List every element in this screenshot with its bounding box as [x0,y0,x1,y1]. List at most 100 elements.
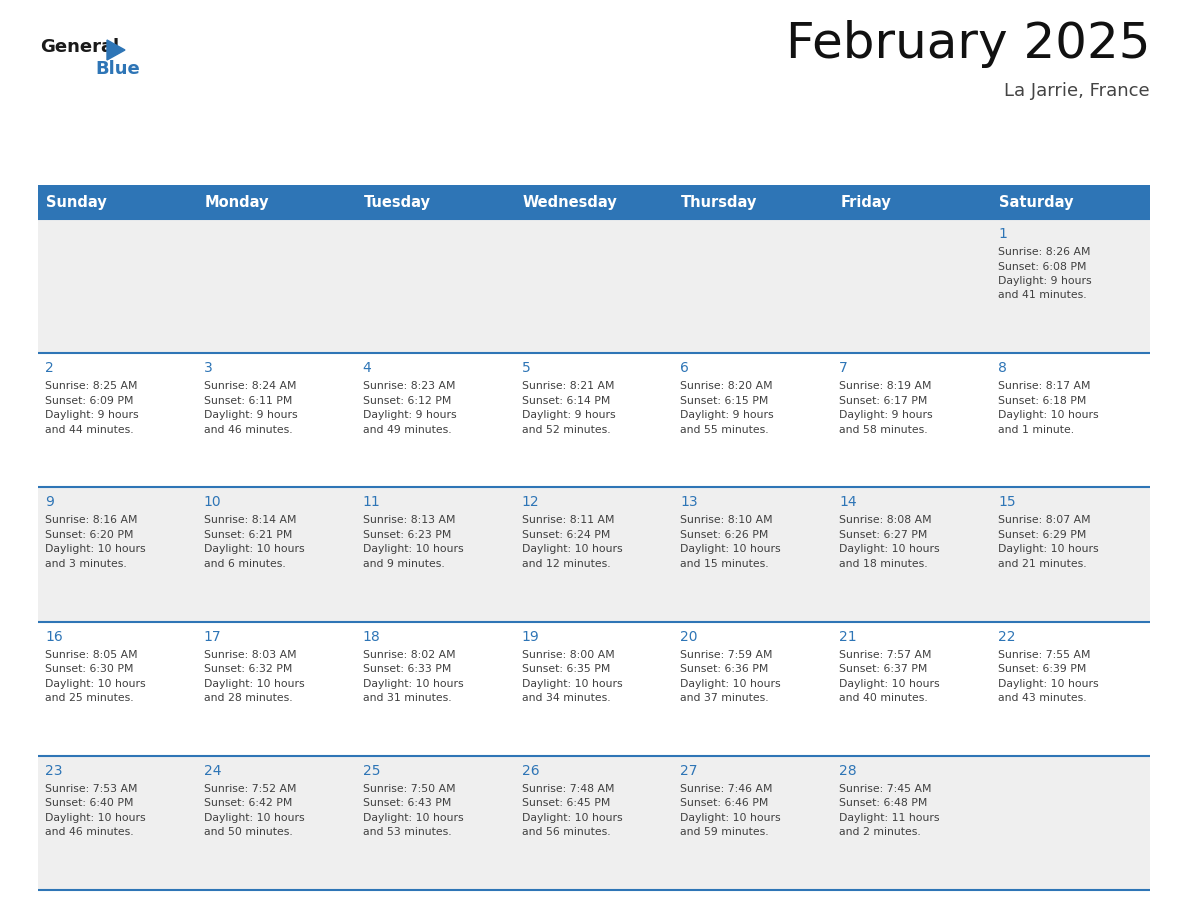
Text: Sunrise: 8:24 AM: Sunrise: 8:24 AM [204,381,296,391]
Text: and 9 minutes.: and 9 minutes. [362,559,444,569]
Text: Sunset: 6:14 PM: Sunset: 6:14 PM [522,396,609,406]
Text: Sunrise: 8:19 AM: Sunrise: 8:19 AM [839,381,931,391]
Text: Sunset: 6:23 PM: Sunset: 6:23 PM [362,530,451,540]
Text: Daylight: 9 hours: Daylight: 9 hours [839,410,933,420]
Text: 27: 27 [681,764,697,778]
Text: Blue: Blue [95,60,140,78]
Text: Sunset: 6:15 PM: Sunset: 6:15 PM [681,396,769,406]
Text: Daylight: 10 hours: Daylight: 10 hours [362,678,463,688]
Bar [38,487,1150,621]
Text: 22: 22 [998,630,1016,644]
Text: 12: 12 [522,496,539,509]
Text: Monday: Monday [204,195,270,209]
Text: Daylight: 10 hours: Daylight: 10 hours [204,812,304,823]
Text: and 53 minutes.: and 53 minutes. [362,827,451,837]
Text: 23: 23 [45,764,63,778]
Text: and 41 minutes.: and 41 minutes. [998,290,1087,300]
Text: and 25 minutes.: and 25 minutes. [45,693,133,703]
Text: Sunset: 6:30 PM: Sunset: 6:30 PM [45,664,133,674]
Bar [197,185,355,219]
Text: Daylight: 10 hours: Daylight: 10 hours [362,544,463,554]
Text: Daylight: 10 hours: Daylight: 10 hours [522,678,623,688]
Text: Sunrise: 7:46 AM: Sunrise: 7:46 AM [681,784,773,794]
Text: 5: 5 [522,361,530,375]
Text: Sunrise: 8:26 AM: Sunrise: 8:26 AM [998,247,1091,257]
Text: and 3 minutes.: and 3 minutes. [45,559,127,569]
Text: Sunset: 6:21 PM: Sunset: 6:21 PM [204,530,292,540]
Text: 9: 9 [45,496,53,509]
Text: 14: 14 [839,496,857,509]
Text: and 59 minutes.: and 59 minutes. [681,827,769,837]
Text: Saturday: Saturday [999,195,1074,209]
Text: 7: 7 [839,361,848,375]
Text: and 44 minutes.: and 44 minutes. [45,425,133,435]
Text: Sunset: 6:33 PM: Sunset: 6:33 PM [362,664,451,674]
Text: Sunset: 6:48 PM: Sunset: 6:48 PM [839,799,928,809]
Bar [38,219,1150,353]
Text: Sunrise: 8:16 AM: Sunrise: 8:16 AM [45,515,138,525]
Text: 10: 10 [204,496,221,509]
Bar [38,621,1150,756]
Text: and 28 minutes.: and 28 minutes. [204,693,292,703]
Text: Daylight: 10 hours: Daylight: 10 hours [45,544,146,554]
Text: and 2 minutes.: and 2 minutes. [839,827,921,837]
Text: Sunset: 6:36 PM: Sunset: 6:36 PM [681,664,769,674]
Text: 16: 16 [45,630,63,644]
Bar [674,185,833,219]
Bar [833,185,991,219]
Text: Sunset: 6:27 PM: Sunset: 6:27 PM [839,530,928,540]
Text: Sunset: 6:29 PM: Sunset: 6:29 PM [998,530,1087,540]
Text: Sunrise: 7:53 AM: Sunrise: 7:53 AM [45,784,138,794]
Text: and 15 minutes.: and 15 minutes. [681,559,769,569]
Text: 15: 15 [998,496,1016,509]
Bar [355,185,514,219]
Text: Sunset: 6:17 PM: Sunset: 6:17 PM [839,396,928,406]
Text: and 18 minutes.: and 18 minutes. [839,559,928,569]
Text: Daylight: 10 hours: Daylight: 10 hours [522,812,623,823]
Text: Sunset: 6:24 PM: Sunset: 6:24 PM [522,530,609,540]
Text: Daylight: 10 hours: Daylight: 10 hours [45,678,146,688]
Text: Daylight: 10 hours: Daylight: 10 hours [362,812,463,823]
Text: Sunday: Sunday [46,195,107,209]
Text: Sunrise: 8:05 AM: Sunrise: 8:05 AM [45,650,138,660]
Text: Sunrise: 8:08 AM: Sunrise: 8:08 AM [839,515,931,525]
Text: Sunrise: 8:03 AM: Sunrise: 8:03 AM [204,650,297,660]
Text: 13: 13 [681,496,699,509]
Text: Sunrise: 8:20 AM: Sunrise: 8:20 AM [681,381,773,391]
Text: and 21 minutes.: and 21 minutes. [998,559,1087,569]
Text: 25: 25 [362,764,380,778]
Text: Sunrise: 8:14 AM: Sunrise: 8:14 AM [204,515,296,525]
Text: Daylight: 10 hours: Daylight: 10 hours [839,678,940,688]
Text: and 50 minutes.: and 50 minutes. [204,827,292,837]
Text: Sunset: 6:09 PM: Sunset: 6:09 PM [45,396,133,406]
Text: Sunrise: 8:00 AM: Sunrise: 8:00 AM [522,650,614,660]
Text: Friday: Friday [840,195,891,209]
Text: Sunset: 6:39 PM: Sunset: 6:39 PM [998,664,1087,674]
Text: Sunrise: 7:59 AM: Sunrise: 7:59 AM [681,650,773,660]
Text: Sunrise: 8:23 AM: Sunrise: 8:23 AM [362,381,455,391]
Text: 19: 19 [522,630,539,644]
Text: Sunset: 6:40 PM: Sunset: 6:40 PM [45,799,133,809]
Text: Sunset: 6:43 PM: Sunset: 6:43 PM [362,799,451,809]
Text: 28: 28 [839,764,857,778]
Text: General: General [40,38,119,56]
Text: Sunset: 6:20 PM: Sunset: 6:20 PM [45,530,133,540]
Text: and 6 minutes.: and 6 minutes. [204,559,285,569]
Text: Daylight: 10 hours: Daylight: 10 hours [998,678,1099,688]
Text: 26: 26 [522,764,539,778]
Text: and 49 minutes.: and 49 minutes. [362,425,451,435]
Text: and 37 minutes.: and 37 minutes. [681,693,769,703]
Text: Daylight: 10 hours: Daylight: 10 hours [204,544,304,554]
Text: Sunset: 6:12 PM: Sunset: 6:12 PM [362,396,451,406]
Text: Daylight: 9 hours: Daylight: 9 hours [522,410,615,420]
Text: Sunset: 6:11 PM: Sunset: 6:11 PM [204,396,292,406]
Text: 1: 1 [998,227,1007,241]
Text: Sunrise: 7:57 AM: Sunrise: 7:57 AM [839,650,931,660]
Bar [38,185,197,219]
Text: Daylight: 10 hours: Daylight: 10 hours [681,812,781,823]
Text: Sunset: 6:18 PM: Sunset: 6:18 PM [998,396,1087,406]
Text: Sunset: 6:37 PM: Sunset: 6:37 PM [839,664,928,674]
Text: Sunrise: 8:07 AM: Sunrise: 8:07 AM [998,515,1091,525]
Bar [38,353,1150,487]
Text: Sunset: 6:46 PM: Sunset: 6:46 PM [681,799,769,809]
